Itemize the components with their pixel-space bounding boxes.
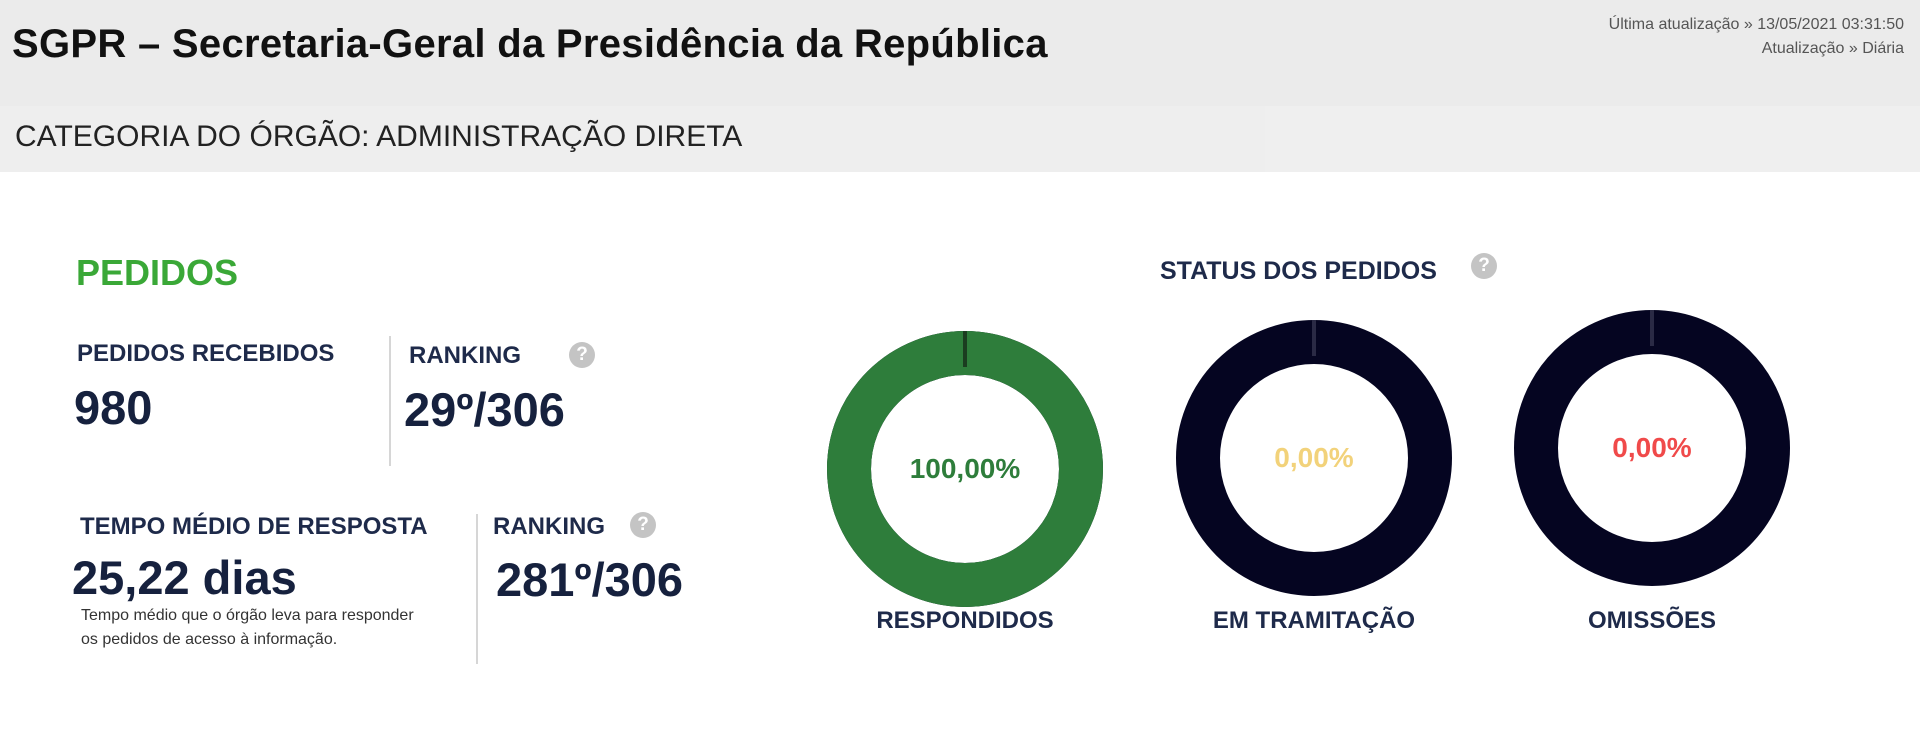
donut-start-marker [963,331,967,367]
help-icon[interactable]: ? [569,342,595,368]
last-update-text: Última atualização » 13/05/2021 03:31:50 [1608,16,1904,33]
tempo-medio-value: 25,22 dias [72,551,297,604]
ranking-value: 29º/306 [404,383,565,436]
donut-chart-omissoes: 0,00% [1514,310,1790,586]
donut-caption: OMISSÕES [1587,607,1717,634]
donut-start-marker [1312,320,1316,356]
donut-svg [827,331,1103,607]
category-bar [0,106,1920,172]
help-icon[interactable]: ? [1471,253,1497,279]
donut-caption: EM TRAMITAÇÃO [1212,607,1416,634]
header-bar [0,0,1920,106]
donut-value: 0,00% [1274,442,1354,473]
divider [389,336,391,466]
update-info: Última atualização » 13/05/2021 03:31:50… [1609,13,1904,61]
category-bar-right [1265,106,1920,172]
donut-value: 0,00% [1612,432,1692,463]
donut-value: 100,00% [909,453,1021,484]
donut-svg [1176,320,1452,596]
divider [476,514,478,664]
donut-start-marker [1650,310,1654,346]
category-label: CATEGORIA DO ÓRGÃO: ADMINISTRAÇÃO DIRETA [15,120,743,153]
donut-svg [1514,310,1790,586]
pedidos-panel [18,172,1894,748]
help-icon[interactable]: ? [630,512,656,538]
tempo-ranking-label: RANKING [493,513,605,540]
tempo-medio-note: Tempo médio que o órgão leva para respon… [81,607,414,648]
donut-chart-respondidos: 100,00% [827,331,1103,607]
update-frequency-text: Atualização » Diária [1761,40,1904,57]
section-title-pedidos: PEDIDOS [76,252,239,293]
pedidos-recebidos-label: PEDIDOS RECEBIDOS [77,340,335,367]
status-title: STATUS DOS PEDIDOS [1160,257,1437,285]
page-title: SGPR – Secretaria-Geral da Presidência d… [12,22,1048,66]
ranking-label: RANKING [409,342,521,369]
tempo-medio-label: TEMPO MÉDIO DE RESPOSTA [80,513,428,540]
donut-caption: RESPONDIDOS [876,607,1054,634]
tempo-ranking-value: 281º/306 [496,553,684,606]
pedidos-recebidos-value: 980 [74,381,153,434]
donut-chart-em-tramitacao: 0,00% [1176,320,1452,596]
